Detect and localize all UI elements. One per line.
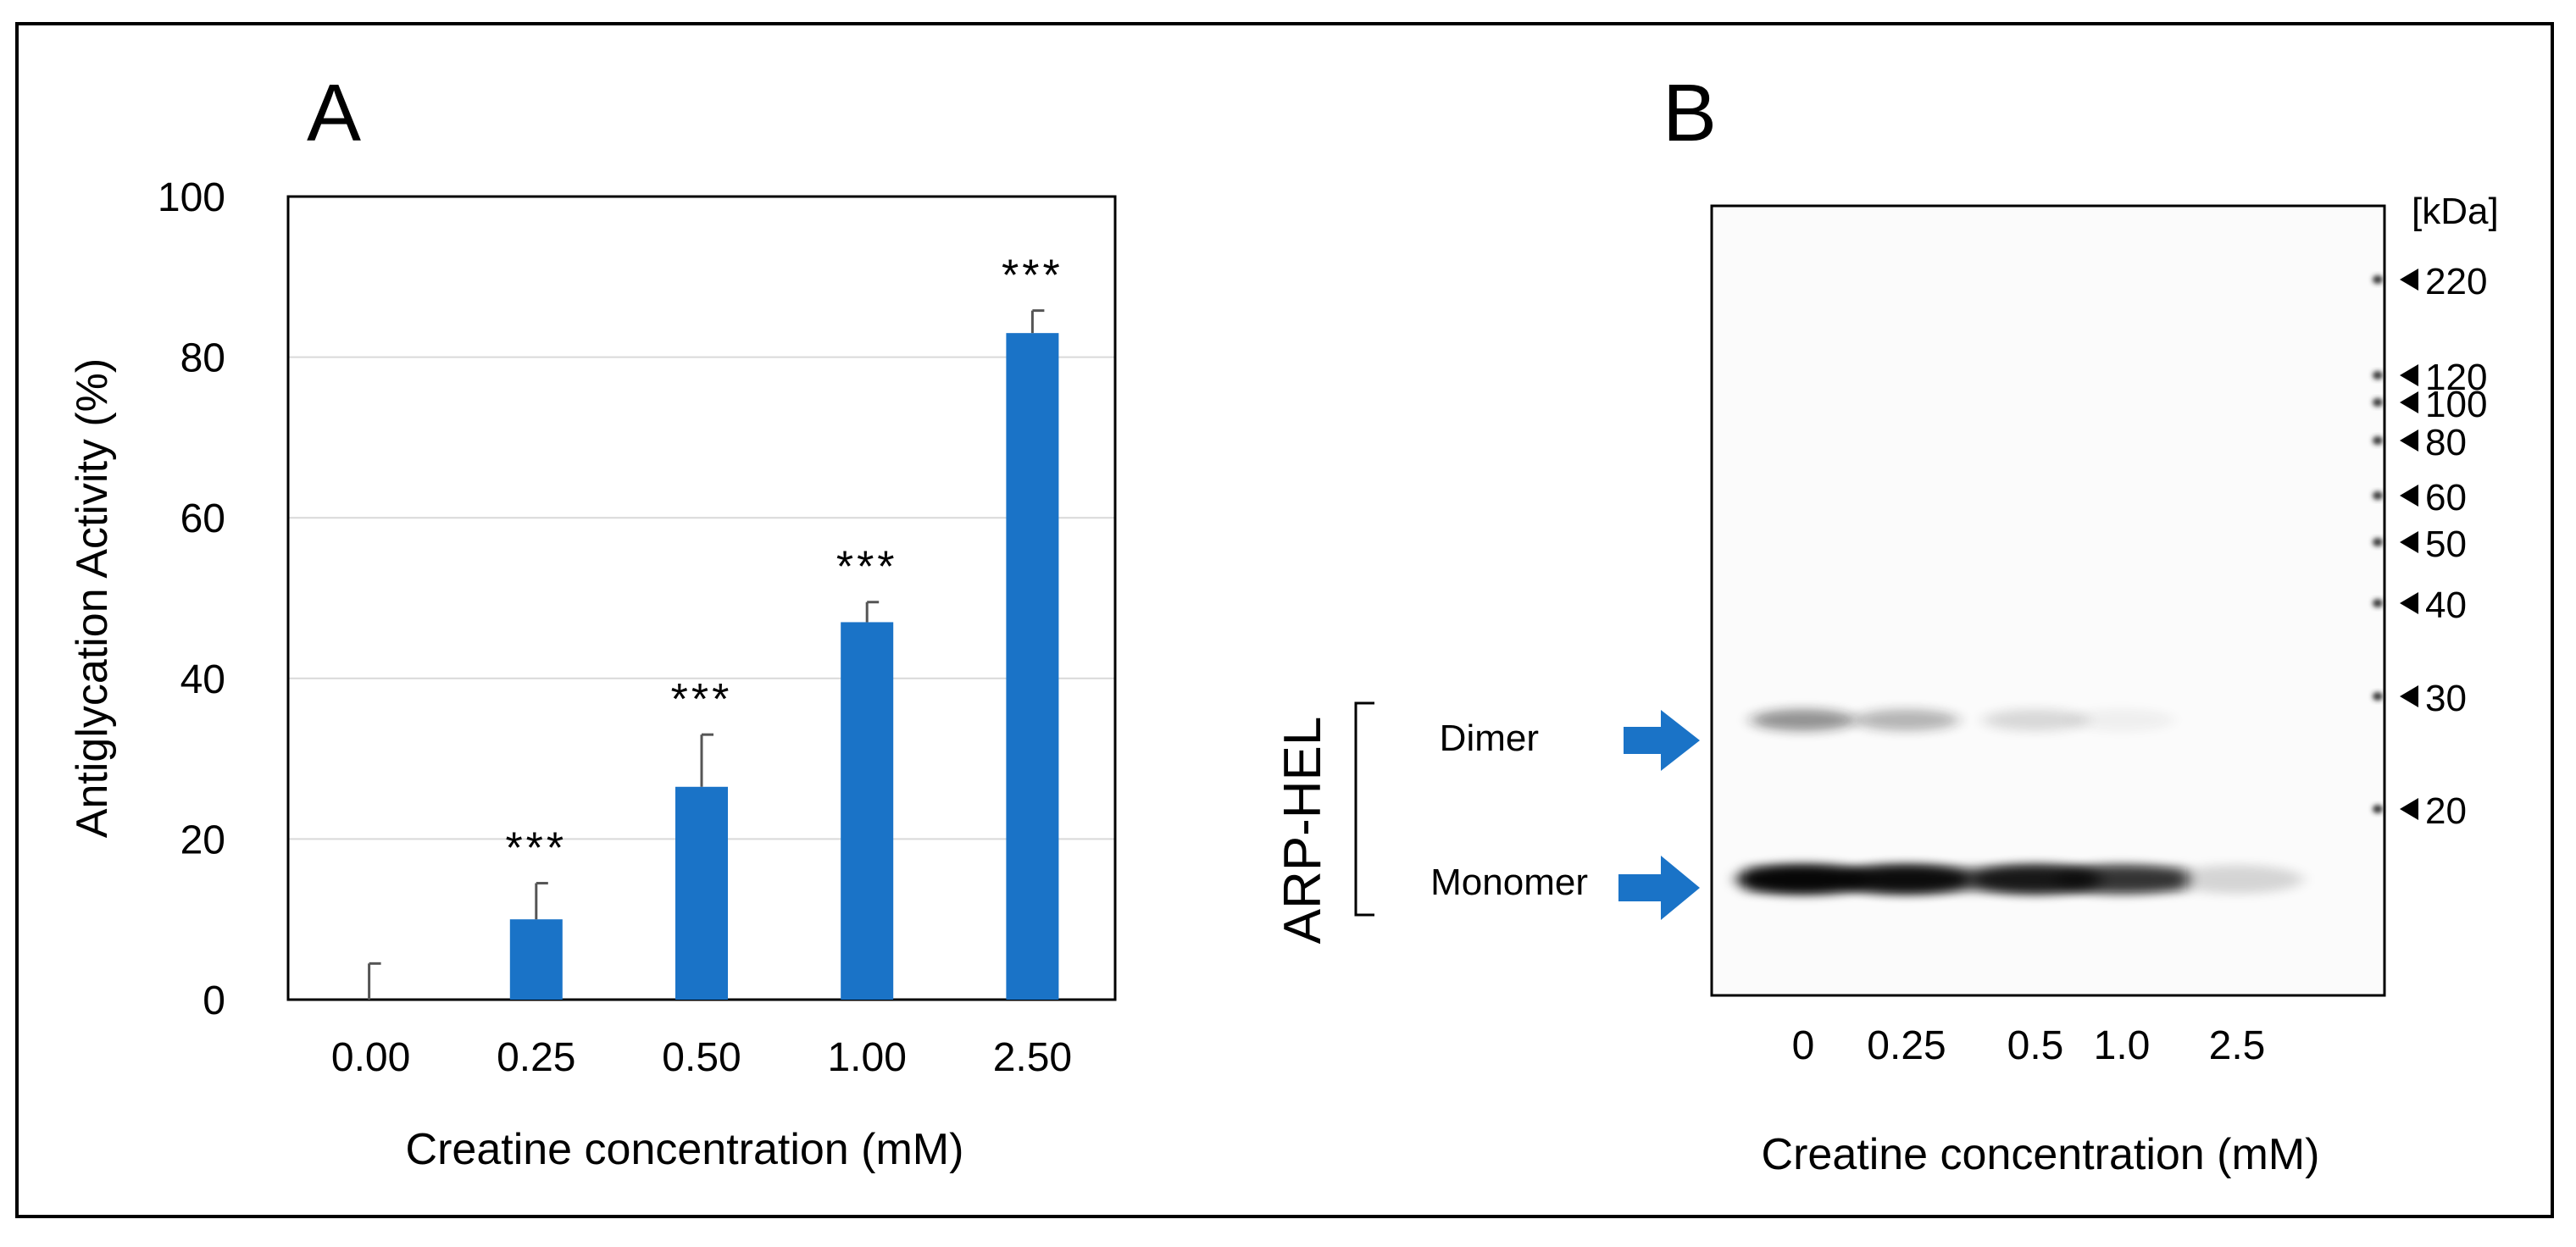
marker-label: 20 (2425, 790, 2467, 832)
marker-arrow-icon (2400, 485, 2418, 507)
group-label: ARP-HEL (1274, 717, 1332, 945)
ladder-mark (2373, 538, 2383, 546)
lane-label: 1.0 (2094, 1023, 2151, 1068)
y-tick-label: 20 (180, 817, 225, 862)
marker-label: 100 (2425, 384, 2487, 425)
lane-label: 0.25 (1867, 1023, 1946, 1068)
significance-label: *** (505, 824, 567, 873)
group-bracket (1354, 701, 1374, 917)
marker-arrow-icon (2400, 364, 2418, 386)
panel-b-label: B (1663, 68, 1717, 158)
x-axis-label-b: Creatine concentration (mM) (1762, 1130, 2320, 1179)
significance-labels: *** *** *** *** (505, 252, 1063, 873)
significance-label: *** (836, 543, 898, 592)
marker-label: 120 (2425, 357, 2487, 398)
error-bars (368, 309, 1045, 1000)
ladder-mark (2373, 398, 2383, 407)
figure-frame (15, 22, 2554, 1218)
blot-image (1710, 204, 2386, 997)
marker-arrow-icon (2400, 531, 2418, 553)
marker-arrow-icon (2400, 269, 2418, 291)
marker-label: 80 (2425, 422, 2467, 463)
x-tick-label: 0.00 (331, 1035, 410, 1080)
dimer-band (1854, 709, 1959, 731)
ladder-mark (2373, 436, 2383, 445)
monomer-band (2171, 865, 2303, 894)
bars (509, 333, 1059, 1000)
marker-ladder (2373, 275, 2383, 813)
x-tick-label: 0.25 (497, 1035, 575, 1080)
monomer-label: Monomer (1430, 862, 1588, 903)
marker-label: 40 (2425, 585, 2467, 626)
bar (841, 622, 894, 1000)
dimer-band (1983, 709, 2088, 731)
dimer-band (2069, 709, 2174, 731)
x-tick-label: 0.50 (662, 1035, 741, 1080)
marker-label: 220 (2425, 261, 2487, 302)
ladder-mark (2373, 599, 2383, 607)
panel-a-label: A (307, 68, 361, 158)
bar (1006, 333, 1059, 1000)
marker-label: 30 (2425, 678, 2467, 719)
y-tick-label: 100 (158, 175, 225, 220)
dimer-arrow-icon (1624, 710, 1700, 771)
ladder-mark (2373, 371, 2383, 380)
ladder-mark (2373, 692, 2383, 701)
marker-arrow-icon (2400, 391, 2418, 413)
marker-arrow-icon (2400, 430, 2418, 452)
x-tick-label: 2.50 (993, 1035, 1072, 1080)
lane-label: 0.5 (2007, 1023, 2064, 1068)
marker-label: 50 (2425, 524, 2467, 565)
monomer-arrow-icon (1618, 856, 1700, 920)
marker-label: 60 (2425, 477, 2467, 518)
y-tick-label: 60 (180, 496, 225, 541)
dimer-band (1751, 709, 1856, 731)
lane-label: 0 (1792, 1023, 1815, 1068)
x-tick-labels: 0.00 0.25 0.50 1.00 2.50 (331, 1035, 1072, 1080)
dimer-label: Dimer (1440, 718, 1539, 759)
ladder-mark (2373, 491, 2383, 500)
bar (675, 786, 728, 1000)
marker-arrow-icon (2400, 798, 2418, 820)
significance-label: *** (671, 675, 733, 724)
y-tick-label: 40 (180, 657, 225, 702)
blot-bands (1737, 709, 2303, 894)
x-tick-label: 1.00 (827, 1035, 906, 1080)
y-tick-label: 80 (180, 336, 225, 381)
kda-unit: [kDa] (2412, 191, 2499, 232)
monomer-smear (1746, 867, 2186, 891)
lane-labels: 0 0.25 0.5 1.0 2.5 (1792, 1023, 2266, 1068)
marker-arrow-icon (2400, 685, 2418, 707)
lane-label: 2.5 (2209, 1023, 2266, 1068)
bar (509, 919, 563, 1000)
ladder-mark (2373, 805, 2383, 813)
y-axis-label: Antiglycation Activity (%) (68, 358, 117, 838)
significance-label: *** (1002, 252, 1063, 301)
x-axis-label-a: Creatine concentration (mM) (406, 1125, 964, 1174)
y-tick-labels: 0 20 40 60 80 100 (158, 175, 225, 1023)
y-tick-label: 0 (203, 978, 225, 1023)
ladder-mark (2373, 275, 2383, 284)
marker-arrow-icon (2400, 592, 2418, 614)
